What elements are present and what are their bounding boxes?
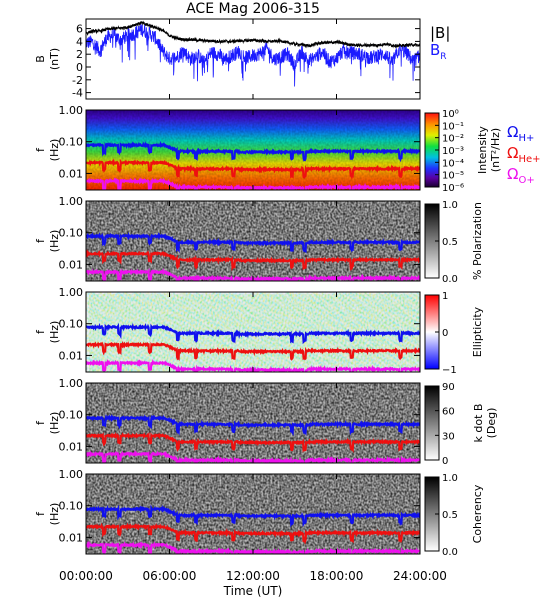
intensity-colorbar-tick: 10⁻⁶ (442, 183, 464, 194)
time-axis: 00:00:00 06:00:00 12:00:00 18:00:00 24:00:00 (59, 19, 447, 583)
legend-omega-h: ΩH+ (507, 123, 534, 144)
intensity-colorbar-tick: 10⁻⁴ (442, 158, 464, 169)
kdotb-colorbar-tick: 30 (442, 431, 455, 442)
coherency-ytick: 0.01 (59, 531, 84, 544)
polarization-colorbar-tick: 1.0 (442, 200, 458, 211)
coherency-colorbar-tick: 0.0 (442, 547, 458, 558)
kdotb-colorbar-tick: 60 (442, 407, 455, 418)
coherency-colorbar-tick: 0.5 (442, 510, 458, 521)
series-bmag-line (86, 20, 420, 49)
kdotb-ytick: 1.00 (59, 377, 84, 390)
polarization-ytick: 0.10 (59, 227, 84, 240)
panel-kdotb: 1.00 0.10 0.01 f (Hz) 90 60 30 0 k dot B (Deg) (34, 377, 498, 467)
field-ylabel: B (34, 55, 47, 63)
polarization-colorbar-label: % Polarization (471, 202, 484, 280)
field-ytick: -4 (72, 87, 83, 100)
field-ytick: 0 (76, 61, 83, 74)
polarization-yunit: (Hz) (48, 230, 61, 253)
ellipticity-ytick: 0.01 (59, 349, 84, 362)
field-yunit: (nT) (48, 48, 61, 70)
legend-br: BR (430, 41, 447, 62)
polarization-colorbar-tick: 0.5 (442, 237, 458, 248)
omega-h-curve (86, 231, 420, 254)
intensity-colorbar-unit: (nT²/Hz) (489, 128, 502, 172)
legend-omega-he: ΩHe+ (507, 144, 541, 165)
time-axis-label: Time (UT) (223, 584, 283, 598)
omega-h-curve (86, 504, 420, 528)
omega-he-curve (86, 158, 420, 180)
omega-he-curve (86, 249, 420, 272)
kdotb-colorbar-label: k dot B (472, 404, 485, 443)
polarization-ytick: 0.01 (59, 258, 84, 271)
kdotb-ytick: 0.01 (59, 440, 84, 453)
chart-title: ACE Mag 2006-315 (186, 1, 320, 17)
coherency-yunit: (Hz) (48, 503, 61, 526)
intensity-colorbar-tick: 10⁻¹ (442, 121, 464, 132)
panel-polarization: 1.00 0.10 0.01 f (Hz) 1.0 0.5 0.0 % Polarization (34, 195, 484, 285)
kdotb-colorbar-unit: (Deg) (485, 408, 498, 439)
legend-omega-o: ΩO+ (507, 165, 535, 186)
kdotb-colorbar-tick: 0 (442, 456, 448, 467)
ellipticity-yunit: (Hz) (48, 321, 61, 344)
panel-coherency: 1.00 0.10 0.01 f (Hz) 1.0 0.5 0.0 Coherency (34, 468, 484, 558)
kdotb-yunit: (Hz) (48, 412, 61, 435)
omega-he-curve (86, 522, 420, 545)
time-tick-label: 00:00:00 (59, 569, 113, 583)
omega-he-curve (86, 340, 420, 361)
intensity-colorbar-label: Intensity (476, 126, 489, 174)
intensity-colorbar-tick: 10⁰ (442, 109, 459, 120)
time-tick-label: 24:00:00 (393, 569, 447, 583)
polarization-ytick: 1.00 (59, 195, 84, 208)
time-tick-label: 18:00:00 (310, 569, 364, 583)
panel-ellipticity: 1.00 0.10 0.01 f (Hz) 1 0 −1 Ellipticity (34, 286, 484, 376)
kdotb-ytick: 0.10 (59, 409, 84, 422)
series-br-line (86, 23, 420, 87)
polarization-ylabel: f (34, 238, 47, 243)
kdotb-colorbar (424, 385, 440, 461)
intensity-ytick: 0.10 (59, 136, 84, 149)
omega-h-curve (86, 141, 420, 163)
field-ytick: 2 (76, 48, 83, 61)
ellipticity-ytick: 1.00 (59, 286, 84, 299)
polarization-colorbar-tick: 0.0 (442, 274, 458, 285)
ellipticity-colorbar-label: Ellipticity (471, 306, 484, 357)
time-tick-label: 12:00:00 (226, 569, 280, 583)
coherency-colorbar-label: Coherency (471, 484, 484, 543)
legend-bmag: |B| (430, 24, 450, 42)
intensity-yunit: (Hz) (48, 139, 61, 162)
intensity-colorbar-tick: 10⁻⁵ (442, 171, 464, 182)
ellipticity-colorbar-tick: 0 (442, 328, 448, 339)
field-ytick: 4 (76, 35, 83, 48)
intensity-ylabel: f (34, 147, 47, 152)
kdotb-colorbar-tick: 90 (442, 382, 455, 393)
coherency-ytick: 1.00 (59, 468, 84, 481)
intensity-ytick: 0.01 (59, 167, 84, 180)
ellipticity-colorbar-tick: 1 (442, 291, 448, 302)
coherency-ylabel: f (34, 511, 47, 516)
ellipticity-colorbar-tick: −1 (442, 365, 457, 376)
ellipticity-ytick: 0.10 (59, 318, 84, 331)
coherency-ytick: 0.10 (59, 500, 84, 513)
field-ytick: -2 (72, 74, 83, 87)
omega-h-curve (86, 414, 420, 437)
field-ytick: 6 (76, 23, 83, 36)
ellipticity-ylabel: f (34, 329, 47, 334)
intensity-colorbar-tick: 10⁻³ (442, 146, 464, 157)
omega-he-curve (86, 431, 420, 453)
kdotb-ylabel: f (34, 420, 47, 425)
coherency-colorbar-tick: 1.0 (442, 473, 458, 484)
omega-h-curve (86, 322, 420, 345)
time-tick-label: 06:00:00 (143, 569, 197, 583)
intensity-ytick: 1.00 (59, 104, 84, 117)
intensity-colorbar-tick: 10⁻² (442, 134, 464, 145)
